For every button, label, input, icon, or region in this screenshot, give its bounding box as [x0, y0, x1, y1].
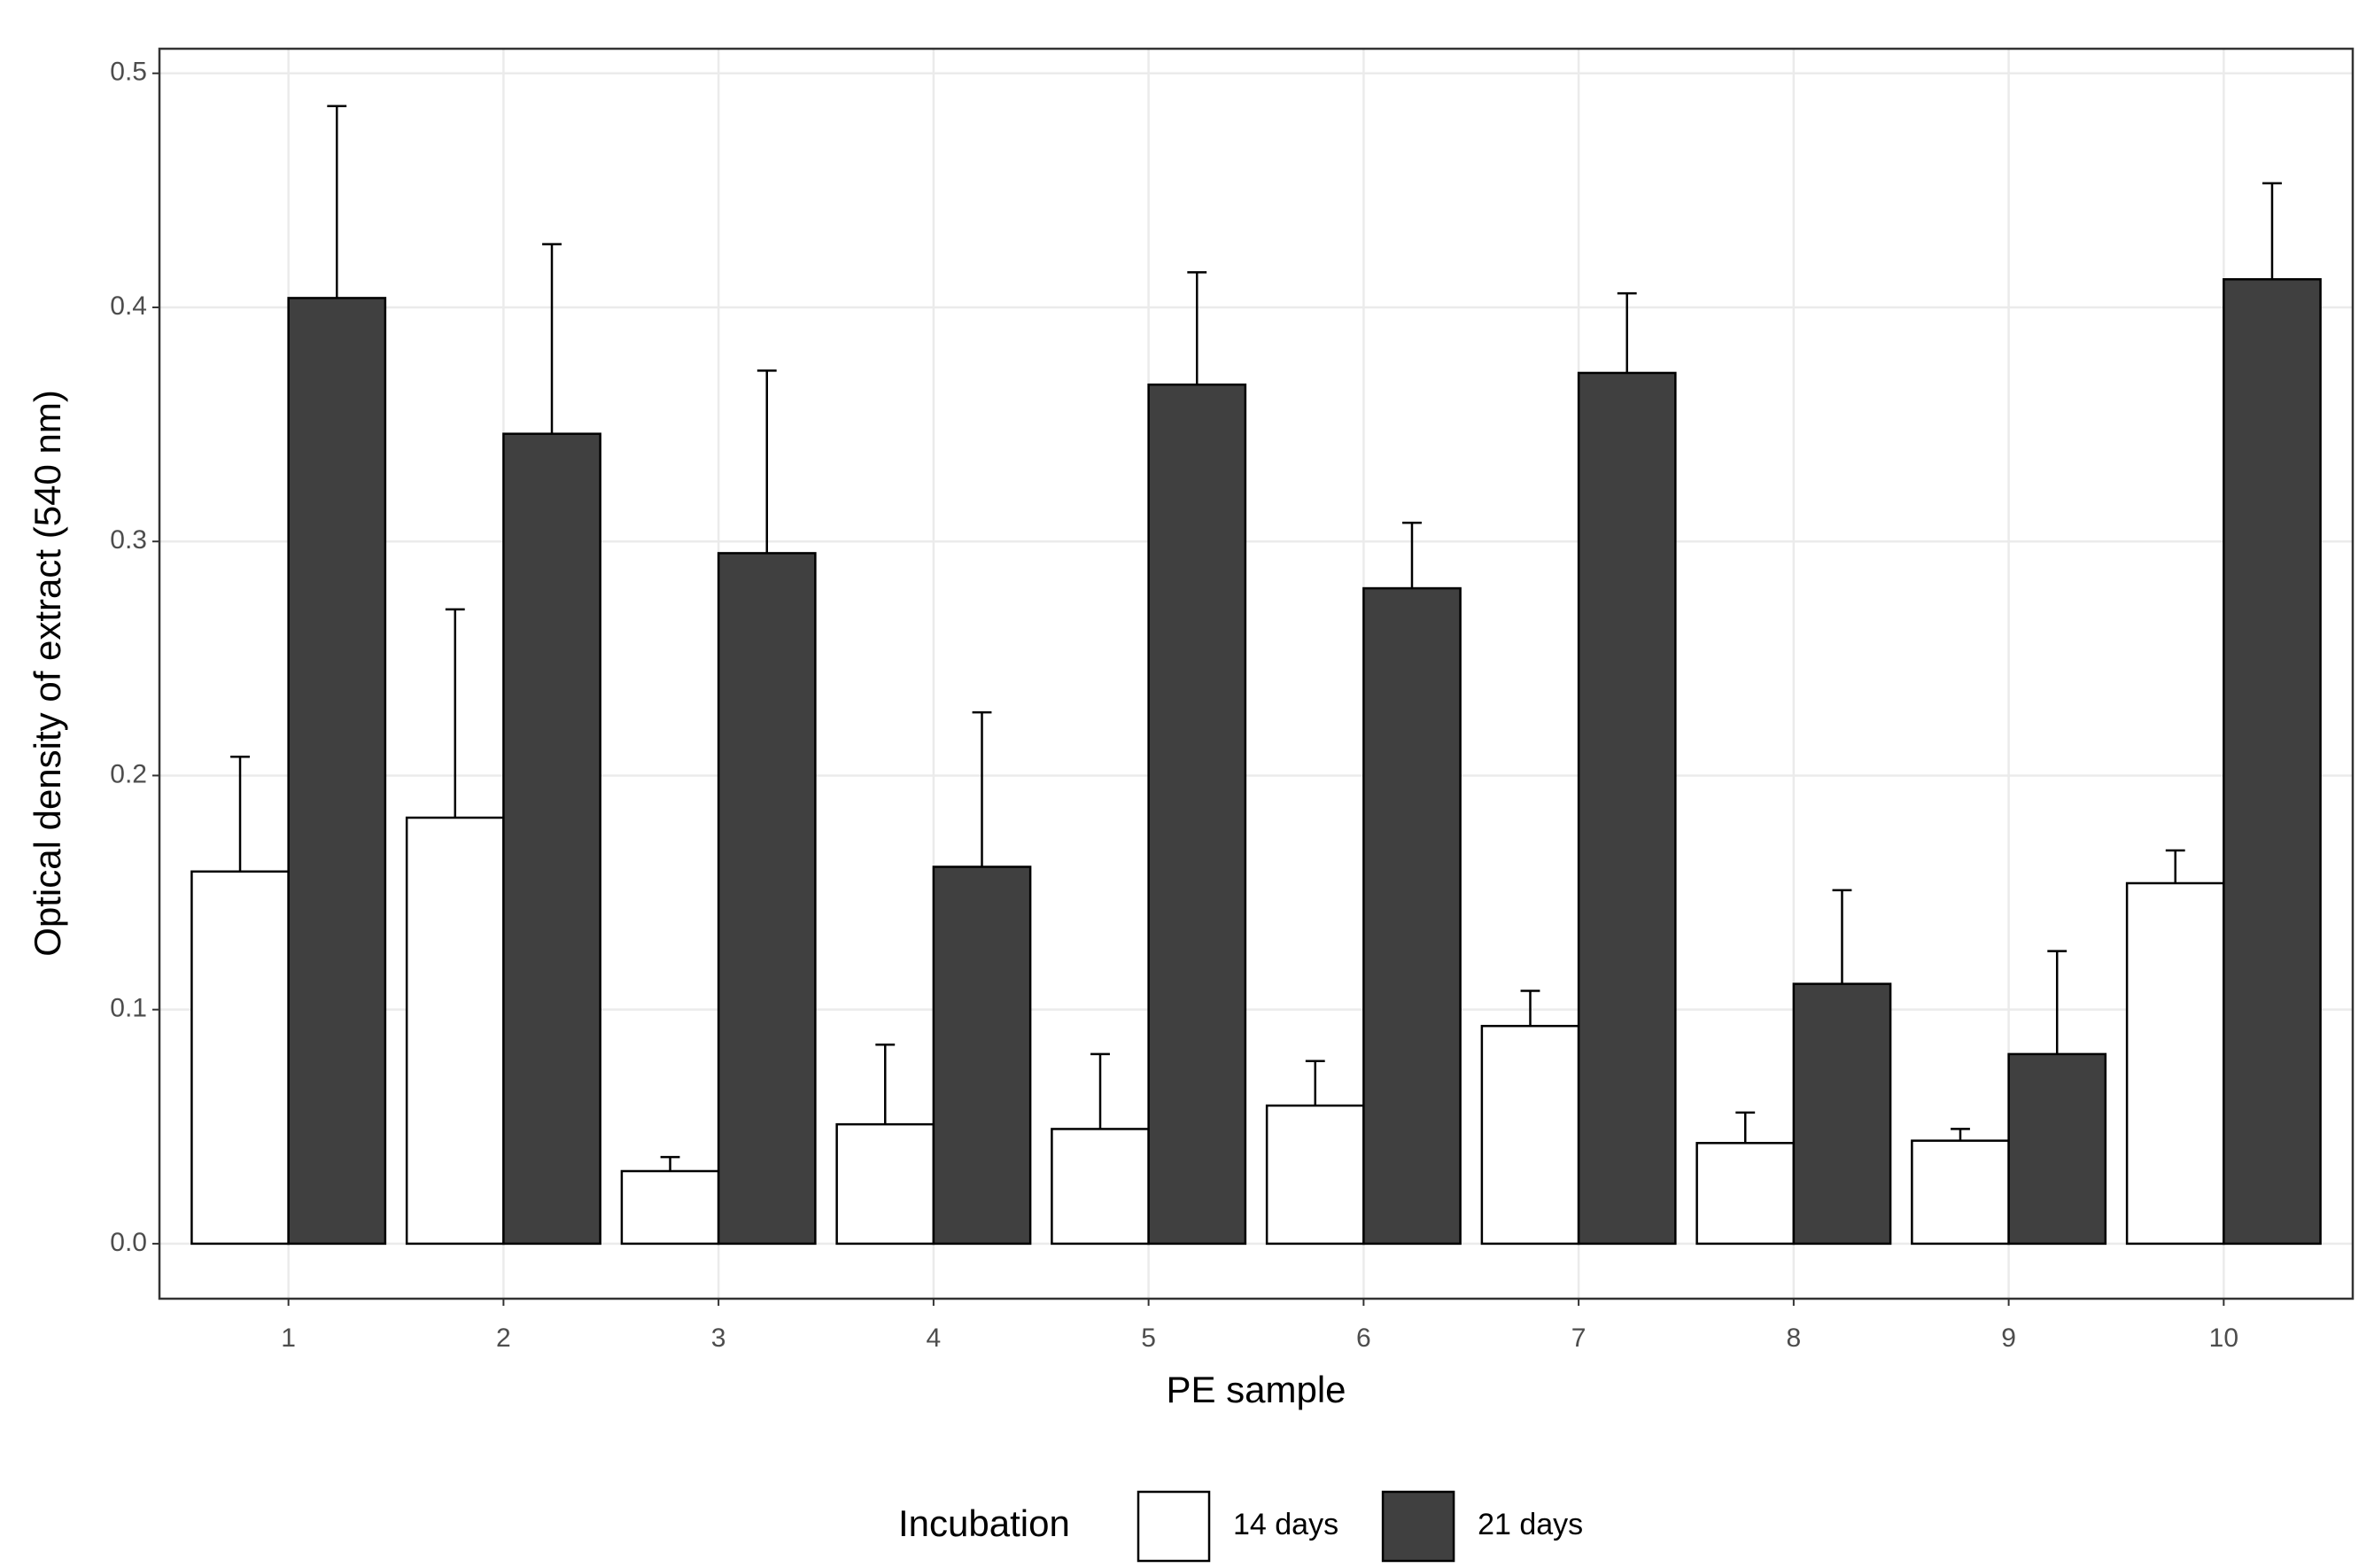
x-tick-label: 8	[1787, 1323, 1802, 1353]
y-tick-label: 0.2	[110, 759, 147, 788]
bar	[620, 1169, 720, 1246]
legend-title: Incubation	[898, 1502, 1070, 1544]
x-tick-label: 7	[1571, 1323, 1587, 1353]
bar	[1051, 1128, 1150, 1246]
bar	[1792, 982, 1892, 1246]
bar	[405, 816, 505, 1246]
x-tick-label: 6	[1356, 1323, 1371, 1353]
legend-key	[1137, 1490, 1211, 1563]
x-tick-label: 9	[2001, 1323, 2016, 1353]
legend-label: 21 days	[1478, 1508, 1583, 1541]
x-tick-label: 3	[711, 1323, 726, 1353]
y-tick-label: 0.3	[110, 525, 147, 555]
y-axis-title: Optical density of extract (540 nm)	[27, 390, 68, 957]
bar	[287, 297, 387, 1246]
panel-border	[158, 47, 2355, 1300]
x-tick-label: 5	[1141, 1323, 1156, 1353]
y-tick-label: 0.1	[110, 994, 147, 1023]
bar	[835, 1122, 935, 1246]
bar	[932, 866, 1032, 1246]
bar	[502, 432, 601, 1246]
bar	[2125, 881, 2225, 1246]
x-tick-label: 10	[2209, 1323, 2238, 1353]
bar	[1147, 383, 1247, 1246]
legend-label: 14 days	[1233, 1508, 1338, 1541]
y-tick-label: 0.0	[110, 1228, 147, 1257]
x-axis-title: PE sample	[1166, 1369, 1346, 1410]
bar	[1577, 371, 1677, 1246]
bar	[1480, 1024, 1580, 1246]
legend-key	[1381, 1490, 1455, 1563]
bar	[1362, 586, 1462, 1246]
bar	[1695, 1142, 1796, 1246]
bar	[1911, 1139, 2010, 1246]
x-tick-label: 2	[496, 1323, 511, 1353]
bar	[190, 870, 290, 1246]
bar	[2223, 278, 2322, 1246]
bar	[2007, 1052, 2107, 1246]
x-tick-label: 4	[927, 1323, 942, 1353]
x-tick-label: 1	[281, 1323, 296, 1353]
bar	[717, 552, 817, 1246]
y-tick-label: 0.4	[110, 291, 147, 321]
y-tick-label: 0.5	[110, 58, 147, 87]
bar	[1265, 1104, 1365, 1246]
